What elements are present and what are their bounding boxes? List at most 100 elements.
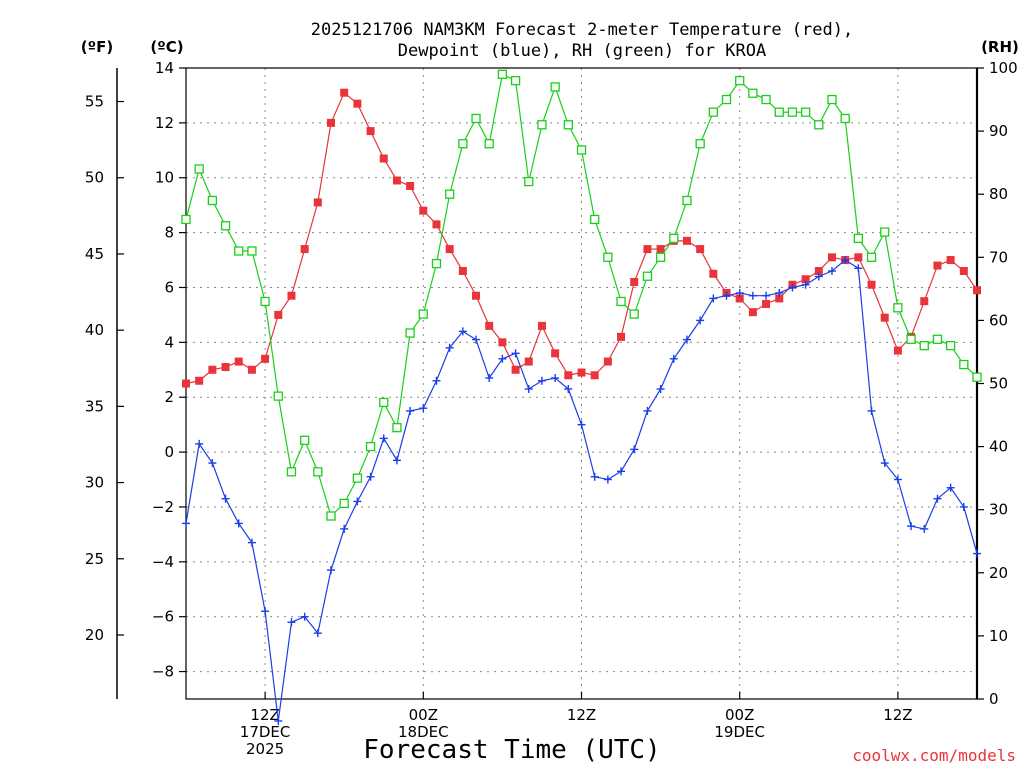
data-point — [973, 549, 981, 558]
data-point — [181, 214, 191, 225]
celsius-tick-label: 6 — [164, 278, 174, 296]
data-point — [577, 420, 586, 429]
data-point — [524, 384, 533, 393]
data-point — [419, 206, 428, 215]
data-point — [945, 340, 956, 351]
rh-unit-label: (RH) — [981, 38, 1019, 56]
data-point — [959, 502, 968, 511]
data-point — [485, 321, 494, 330]
data-point — [247, 365, 256, 374]
data-point — [352, 473, 363, 483]
data-point — [590, 371, 599, 380]
data-point — [194, 164, 204, 174]
data-point — [748, 88, 758, 98]
data-point — [365, 441, 376, 452]
data-point — [564, 371, 573, 380]
data-point — [774, 107, 784, 117]
data-point — [497, 69, 508, 79]
data-point — [339, 498, 349, 509]
data-point — [300, 612, 309, 621]
data-point — [484, 139, 494, 149]
data-point — [392, 176, 401, 185]
rh-tick-label: 50 — [989, 375, 1008, 393]
data-point — [603, 357, 612, 366]
data-point — [880, 227, 890, 237]
data-point — [630, 445, 639, 454]
data-point — [287, 291, 296, 300]
data-point — [973, 286, 981, 295]
chart-title-line-2: Dewpoint (blue), RH (green) for KROA — [398, 41, 766, 61]
data-point — [814, 272, 823, 281]
rh-tick-label: 60 — [989, 311, 1008, 329]
fahrenheit-tick-label: 40 — [85, 321, 104, 339]
data-point — [919, 340, 929, 351]
data-point — [629, 309, 639, 319]
data-point — [880, 313, 889, 322]
data-point — [511, 365, 520, 374]
data-point — [788, 283, 797, 292]
data-point — [907, 522, 916, 531]
data-point — [617, 467, 626, 476]
credit-link[interactable]: coolwx.com/models — [852, 746, 1016, 765]
axes: −8−6−4−202468101214202530354045505501020… — [85, 59, 1018, 758]
celsius-tick-label: −6 — [152, 608, 174, 626]
data-point — [722, 291, 731, 300]
data-point — [207, 195, 218, 206]
data-point — [735, 75, 745, 86]
data-point — [959, 359, 969, 370]
data-point — [708, 107, 718, 117]
data-point — [261, 607, 270, 616]
data-point — [762, 291, 771, 300]
data-point — [933, 261, 942, 270]
data-point — [695, 139, 705, 149]
data-point — [313, 629, 322, 638]
data-point — [405, 328, 415, 338]
data-point — [827, 253, 836, 262]
data-point — [972, 372, 982, 382]
celsius-tick-label: 2 — [164, 388, 174, 406]
x-tick-label: 12Z — [567, 706, 596, 724]
data-point — [564, 384, 573, 393]
x-tick-label: 19DEC — [714, 723, 765, 741]
data-point — [576, 145, 587, 155]
celsius-tick-label: −8 — [152, 663, 174, 681]
celsius-tick-label: −4 — [152, 553, 174, 571]
rh-tick-label: 90 — [989, 122, 1008, 140]
data-point — [458, 139, 468, 149]
x-tick-label: 00Z — [409, 706, 438, 724]
data-point — [814, 267, 823, 276]
celsius-tick-label: 4 — [164, 333, 174, 351]
data-point — [590, 214, 600, 225]
fahrenheit-tick-label: 30 — [85, 474, 104, 492]
fahrenheit-unit-label: (ºF) — [81, 38, 113, 56]
rh-tick-label: 70 — [989, 248, 1008, 266]
data-point — [867, 406, 876, 415]
data-point — [656, 384, 665, 393]
data-point — [682, 335, 691, 344]
data-point — [814, 120, 824, 130]
data-point — [299, 435, 310, 445]
data-point — [220, 221, 231, 231]
data-point — [485, 374, 494, 383]
data-point — [893, 346, 902, 355]
data-point — [748, 308, 757, 317]
data-point — [247, 538, 256, 547]
data-point — [353, 99, 362, 108]
data-point — [327, 566, 336, 575]
data-point — [709, 294, 718, 303]
series-line — [185, 259, 978, 722]
data-point — [182, 379, 190, 388]
data-point — [510, 75, 521, 86]
data-point — [419, 404, 428, 413]
rh-tick-label: 80 — [989, 185, 1008, 203]
data-point — [537, 120, 547, 130]
data-point — [208, 459, 217, 468]
data-point — [630, 277, 639, 286]
chart-title-line-1: 2025121706 NAM3KM Forecast 2-meter Tempe… — [311, 20, 853, 40]
data-point — [616, 296, 626, 307]
data-point — [472, 291, 481, 300]
data-point — [801, 280, 810, 289]
data-point — [432, 220, 441, 229]
data-point — [313, 198, 322, 207]
fahrenheit-tick-label: 25 — [85, 550, 104, 568]
